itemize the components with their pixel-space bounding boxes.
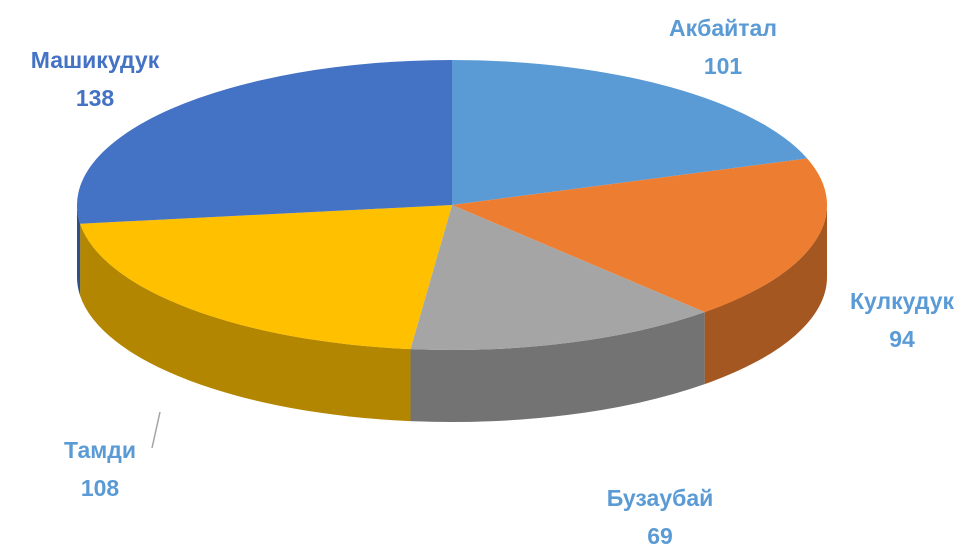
slice: [452, 60, 808, 205]
data-label-value: 94: [889, 326, 915, 352]
data-label-name: Акбайтал: [669, 15, 777, 41]
slice-side: [80, 223, 411, 422]
data-label-value: 101: [704, 53, 743, 79]
slice-side: [704, 205, 827, 385]
slice-side-shade: [704, 205, 827, 385]
slice: [452, 158, 827, 313]
data-label-name: Бузаубай: [607, 485, 714, 511]
slice-side: [77, 205, 81, 296]
slice-side: [410, 312, 705, 422]
slice-side-shade: [410, 312, 705, 422]
data-label-value: 138: [76, 85, 115, 111]
slice-side-shade: [80, 223, 411, 422]
data-label-value: 108: [81, 475, 120, 501]
data-label-value: 69: [647, 523, 673, 549]
leader-line: [151, 411, 161, 449]
slice-side-shade: [77, 205, 81, 296]
slice: [76, 60, 452, 224]
data-label-name: Машикудук: [31, 47, 160, 73]
slice: [410, 205, 705, 351]
data-label-name: Кулкудук: [850, 288, 955, 314]
slice: [80, 205, 452, 350]
data-label-name: Тамди: [64, 437, 136, 463]
